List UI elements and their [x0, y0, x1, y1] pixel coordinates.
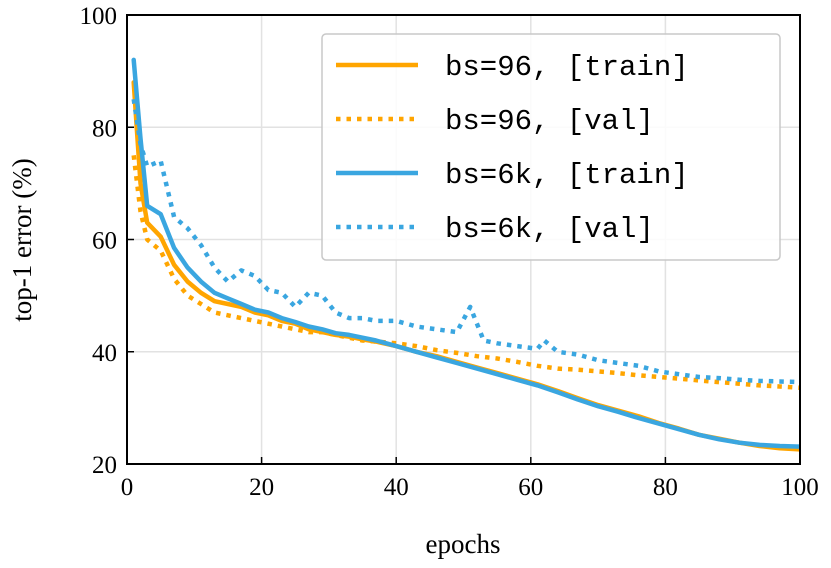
x-tick-label-3: 60	[518, 474, 543, 501]
legend-label-3: bs=6k, [val]	[445, 213, 654, 246]
x-tick-label-1: 20	[249, 474, 274, 501]
x-tick-label-2: 40	[384, 474, 409, 501]
x-axis-title: epochs	[426, 529, 501, 559]
series-lines	[131, 57, 800, 452]
x-tick-label-5: 100	[781, 474, 819, 501]
y-tick-label-2: 60	[92, 228, 117, 255]
x-tick-label-0: 0	[121, 474, 134, 501]
series-line-bs-6k-train	[131, 57, 800, 449]
y-tick-label-4: 100	[80, 3, 118, 30]
y-tick-label-3: 80	[92, 115, 117, 142]
y-tick-label-0: 20	[92, 452, 117, 479]
legend-label-2: bs=6k, [train]	[445, 159, 689, 192]
y-axis-title: top-1 error (%)	[7, 158, 37, 321]
legend-label-1: bs=96, [val]	[445, 105, 654, 138]
legend: bs=96, [train] bs=96, [val] bs=6k, [train]…	[321, 33, 781, 261]
y-tick-label-1: 40	[92, 340, 117, 367]
series-line-bs-96-val	[131, 155, 800, 390]
legend-label-0: bs=96, [train]	[445, 51, 689, 84]
x-tick-label-4: 80	[653, 474, 678, 501]
legend-box	[321, 33, 781, 261]
